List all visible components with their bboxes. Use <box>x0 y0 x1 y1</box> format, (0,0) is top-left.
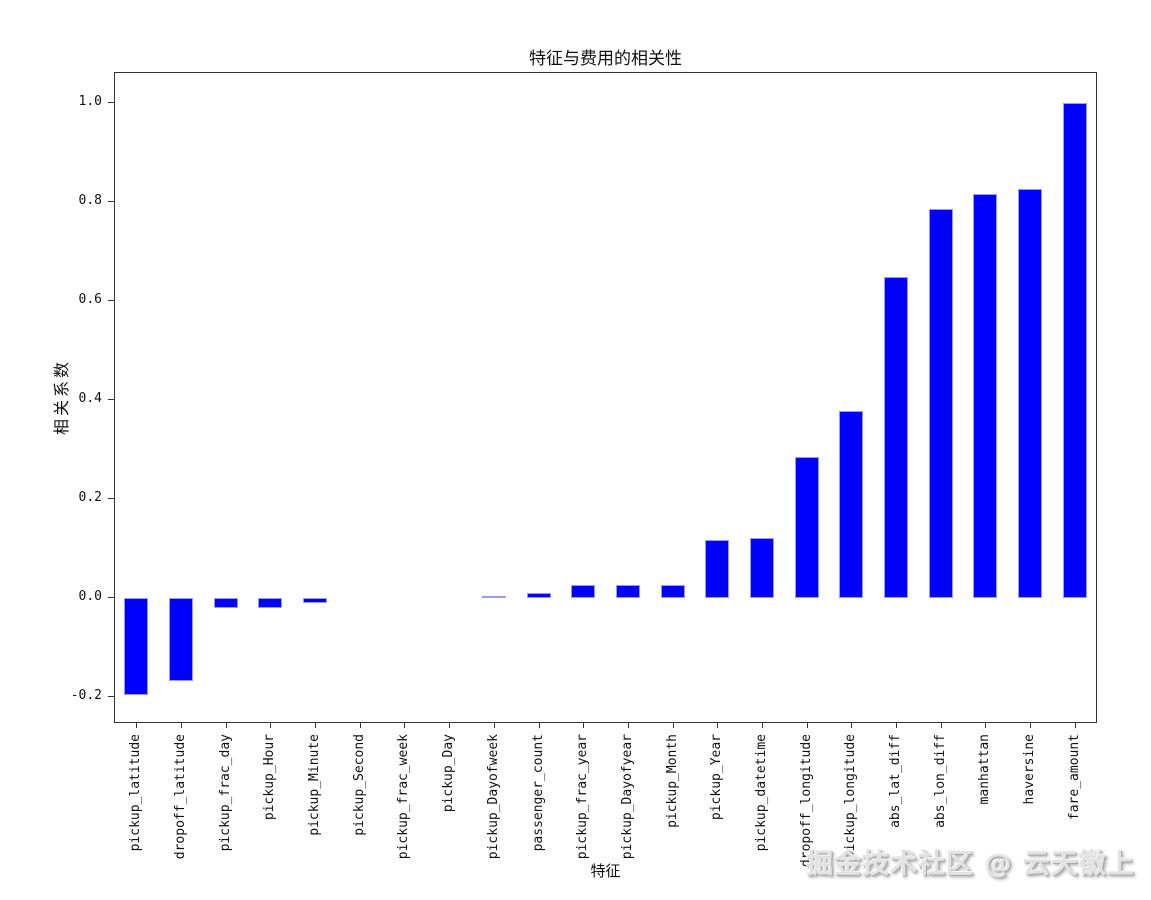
x-tick <box>359 723 361 728</box>
y-tick-label: 0.8 <box>78 193 102 208</box>
bar-abs_lat_diff <box>883 277 908 598</box>
x-tick <box>761 723 763 728</box>
x-tick-label-pickup_longitude: pickup_longitude <box>843 734 859 860</box>
y-tick-label: 0.4 <box>78 391 102 406</box>
x-tick-label-pickup_Second: pickup_Second <box>351 734 367 836</box>
x-tick <box>270 723 272 728</box>
bar-pickup_frac_year <box>571 585 596 598</box>
x-tick-label-passenger_count: passenger_count <box>530 734 546 852</box>
plot-area <box>114 72 1097 723</box>
bar-abs_lon_diff <box>928 208 953 598</box>
y-tick <box>108 399 114 400</box>
x-tick <box>1074 723 1076 728</box>
x-tick-label-pickup_Month: pickup_Month <box>664 734 680 828</box>
bar-pickup_frac_day <box>213 598 238 608</box>
y-tick <box>108 597 114 598</box>
x-tick <box>1030 723 1031 728</box>
x-tick-label-pickup_Dayofyear: pickup_Dayofyear <box>619 734 635 860</box>
x-tick <box>627 723 629 728</box>
y-axis-title: 相关系数 <box>52 358 71 436</box>
bar-pickup_Dayofweek <box>481 596 506 598</box>
x-tick-label-fare_amount: fare_amount <box>1066 734 1082 821</box>
bar-fare_amount <box>1062 103 1087 598</box>
chart-title: 特征与费用的相关性 <box>529 49 682 69</box>
x-tick-label-pickup_datetime: pickup_datetime <box>753 734 769 852</box>
x-tick-label-pickup_Minute: pickup_Minute <box>307 734 323 836</box>
bar-dropoff_latitude <box>169 598 193 682</box>
x-tick-label-pickup_Dayofweek: pickup_Dayofweek <box>485 734 501 860</box>
bar-passenger_count <box>526 593 551 599</box>
bar-dropoff_longitude <box>794 456 819 598</box>
x-tick <box>806 723 808 728</box>
y-tick-label: 0.6 <box>78 292 102 307</box>
y-tick <box>108 300 114 301</box>
y-tick-label: 1.0 <box>78 94 102 109</box>
bar-pickup_Hour <box>258 598 283 608</box>
x-tick <box>672 723 674 728</box>
x-tick <box>717 723 719 728</box>
x-tick <box>895 723 897 728</box>
y-tick-label: -0.2 <box>70 688 102 703</box>
x-tick-label-pickup_Day: pickup_Day <box>441 734 457 813</box>
x-tick-label-haversine: haversine <box>1022 734 1037 805</box>
x-tick <box>583 723 585 728</box>
x-tick <box>940 723 942 728</box>
x-tick-label-abs_lon_diff: abs_lon_diff <box>932 734 948 828</box>
x-tick <box>538 723 540 728</box>
x-tick-label-pickup_latitude: pickup_latitude <box>128 734 144 852</box>
x-tick <box>225 723 227 728</box>
bar-manhattan <box>973 193 998 598</box>
x-tick <box>404 723 406 728</box>
x-tick <box>315 723 317 728</box>
x-tick <box>136 723 138 728</box>
y-tick <box>108 201 114 202</box>
x-tick <box>493 723 495 728</box>
bar-pickup_datetime <box>749 537 774 598</box>
y-tick <box>108 498 114 499</box>
x-tick-label-manhattan: manhattan <box>977 734 993 805</box>
y-tick <box>108 696 114 697</box>
y-tick <box>108 102 114 103</box>
bar-pickup_longitude <box>839 410 864 598</box>
bar-pickup_Month <box>660 585 685 598</box>
x-tick <box>985 723 987 728</box>
y-tick-label: 0.0 <box>78 589 102 604</box>
y-tick-label: 0.2 <box>78 490 102 505</box>
x-tick <box>181 723 182 728</box>
x-tick <box>851 723 853 728</box>
bar-pickup_Minute <box>303 598 328 603</box>
watermark: 掘金技术社区 @ 云天徽上 <box>806 849 1135 880</box>
x-tick-label-dropoff_latitude: dropoff_latitude <box>173 734 188 860</box>
bar-pickup_Dayofyear <box>615 585 640 598</box>
bar-haversine <box>1018 188 1042 598</box>
x-axis-title: 特征 <box>590 862 621 880</box>
x-tick-label-pickup_Hour: pickup_Hour <box>262 734 278 821</box>
x-tick-label-pickup_frac_week: pickup_frac_week <box>396 734 412 860</box>
bar-pickup_latitude <box>124 598 149 695</box>
x-tick <box>449 723 451 728</box>
bar-pickup_Year <box>705 540 730 598</box>
x-tick-label-pickup_frac_year: pickup_frac_year <box>575 734 591 860</box>
x-tick-label-abs_lat_diff: abs_lat_diff <box>887 734 903 828</box>
x-tick-label-pickup_frac_day: pickup_frac_day <box>217 734 233 852</box>
x-tick-label-pickup_Year: pickup_Year <box>709 734 725 821</box>
